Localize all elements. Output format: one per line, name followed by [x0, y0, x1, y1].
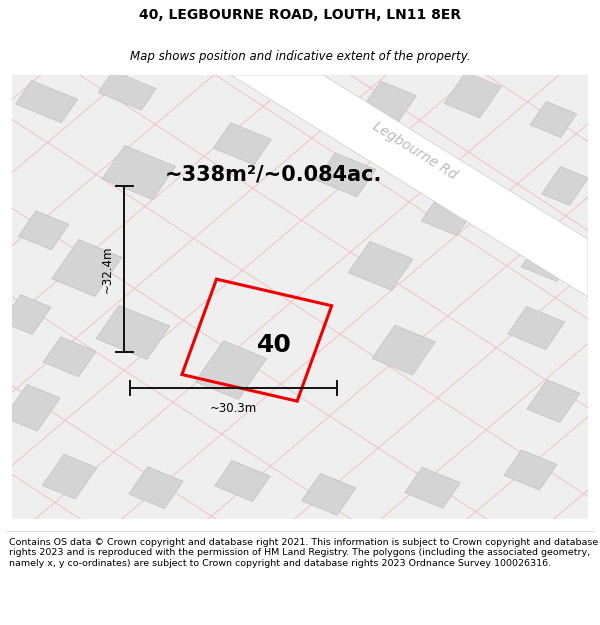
- Polygon shape: [508, 306, 565, 349]
- Polygon shape: [215, 461, 270, 502]
- Text: ~338m²/~0.084ac.: ~338m²/~0.084ac.: [164, 165, 382, 185]
- Polygon shape: [348, 241, 413, 291]
- Polygon shape: [96, 305, 170, 359]
- Text: 40, LEGBOURNE ROAD, LOUTH, LN11 8ER: 40, LEGBOURNE ROAD, LOUTH, LN11 8ER: [139, 8, 461, 22]
- Polygon shape: [19, 211, 69, 250]
- Text: 40: 40: [257, 332, 292, 357]
- Text: Legbourne Rd: Legbourne Rd: [370, 119, 460, 182]
- Polygon shape: [271, 71, 329, 110]
- Polygon shape: [195, 341, 266, 399]
- Polygon shape: [421, 189, 478, 236]
- Polygon shape: [98, 71, 156, 110]
- Text: Contains OS data © Crown copyright and database right 2021. This information is : Contains OS data © Crown copyright and d…: [9, 538, 598, 568]
- Text: ~32.4m: ~32.4m: [101, 246, 114, 293]
- Polygon shape: [231, 75, 588, 297]
- Polygon shape: [4, 384, 60, 431]
- Text: ~30.3m: ~30.3m: [210, 402, 257, 415]
- Polygon shape: [2, 294, 51, 334]
- Polygon shape: [372, 325, 436, 375]
- Polygon shape: [530, 101, 577, 138]
- Polygon shape: [43, 337, 96, 377]
- Polygon shape: [404, 467, 460, 508]
- Polygon shape: [302, 473, 356, 516]
- Polygon shape: [42, 454, 97, 499]
- Polygon shape: [213, 122, 272, 165]
- Polygon shape: [16, 81, 77, 122]
- Polygon shape: [542, 166, 589, 206]
- Polygon shape: [356, 81, 416, 131]
- Polygon shape: [504, 450, 557, 490]
- Polygon shape: [444, 72, 502, 118]
- Text: Map shows position and indicative extent of the property.: Map shows position and indicative extent…: [130, 50, 470, 62]
- Polygon shape: [527, 380, 580, 423]
- Polygon shape: [102, 146, 176, 200]
- Polygon shape: [129, 467, 183, 509]
- Polygon shape: [52, 239, 122, 296]
- Polygon shape: [521, 241, 574, 281]
- Polygon shape: [316, 152, 376, 197]
